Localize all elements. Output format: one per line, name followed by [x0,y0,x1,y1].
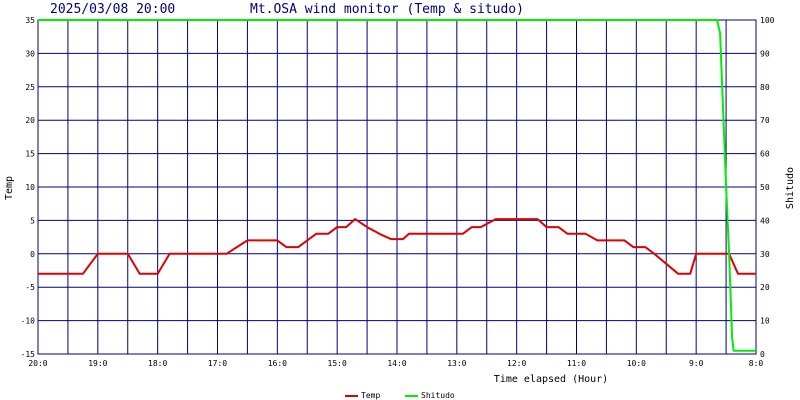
right-tick-label: 90 [760,49,770,58]
right-axis-title: Shitudo [785,167,796,209]
x-axis-ticks: 20:0 19:0 18:0 17:0 16:0 15:0 14:0 13:0 12:0 11:0… [28,359,763,368]
series-line-temp [38,218,756,275]
right-tick-label: 30 [760,250,770,259]
series-layer [38,19,756,352]
x-tick-label: 8:0 [749,359,764,368]
chart-title: Mt.OSA wind monitor (Temp & situdo) [250,2,524,17]
left-tick-label: 5 [30,216,35,225]
left-axis-ticks: -15 -10 -5 0 5 10 15 20 25 30 35 [21,16,36,359]
x-tick-label: 20:0 [28,359,47,368]
left-tick-label: 0 [30,250,35,259]
left-tick-label: 35 [25,16,35,25]
left-tick-label: 25 [25,83,35,92]
right-tick-label: 60 [760,150,770,159]
x-tick-label: 15:0 [328,359,347,368]
left-tick-label: -5 [25,283,35,292]
right-tick-label: 100 [760,16,775,25]
x-tick-label: 10:0 [627,359,646,368]
right-tick-label: 50 [760,183,770,192]
legend: Temp Shitudo [345,391,455,400]
x-tick-label: 11:0 [567,359,586,368]
right-tick-label: 0 [760,350,765,359]
x-axis-title: Time elapsed (Hour) [494,374,608,385]
x-tick-label: 17:0 [208,359,227,368]
chart-timestamp: 2025/03/08 20:00 [50,2,175,17]
series-line-shitudo [38,19,756,352]
x-tick-label: 18:0 [148,359,167,368]
left-tick-label: 15 [25,150,35,159]
right-tick-label: 40 [760,216,770,225]
right-axis-ticks: 0 10 20 30 40 50 60 70 80 90 100 [760,16,775,359]
left-tick-label: 20 [25,116,35,125]
left-tick-label: 10 [25,183,35,192]
x-tick-label: 9:0 [689,359,704,368]
x-tick-label: 19:0 [88,359,107,368]
right-tick-label: 80 [760,83,770,92]
horizontal-gridlines [38,52,756,322]
legend-shitudo-label: Shitudo [421,391,455,400]
x-tick-label: 16:0 [268,359,287,368]
x-tick-label: 13:0 [447,359,466,368]
x-tick-label: 14:0 [387,359,406,368]
legend-temp-label: Temp [361,391,380,400]
left-axis-title: Temp [4,176,15,200]
right-tick-label: 10 [760,317,770,326]
right-tick-label: 70 [760,116,770,125]
x-tick-label: 12:0 [507,359,526,368]
left-tick-label: -10 [21,317,36,326]
right-tick-label: 20 [760,283,770,292]
left-tick-label: 30 [25,49,35,58]
left-tick-label: -15 [21,350,36,359]
